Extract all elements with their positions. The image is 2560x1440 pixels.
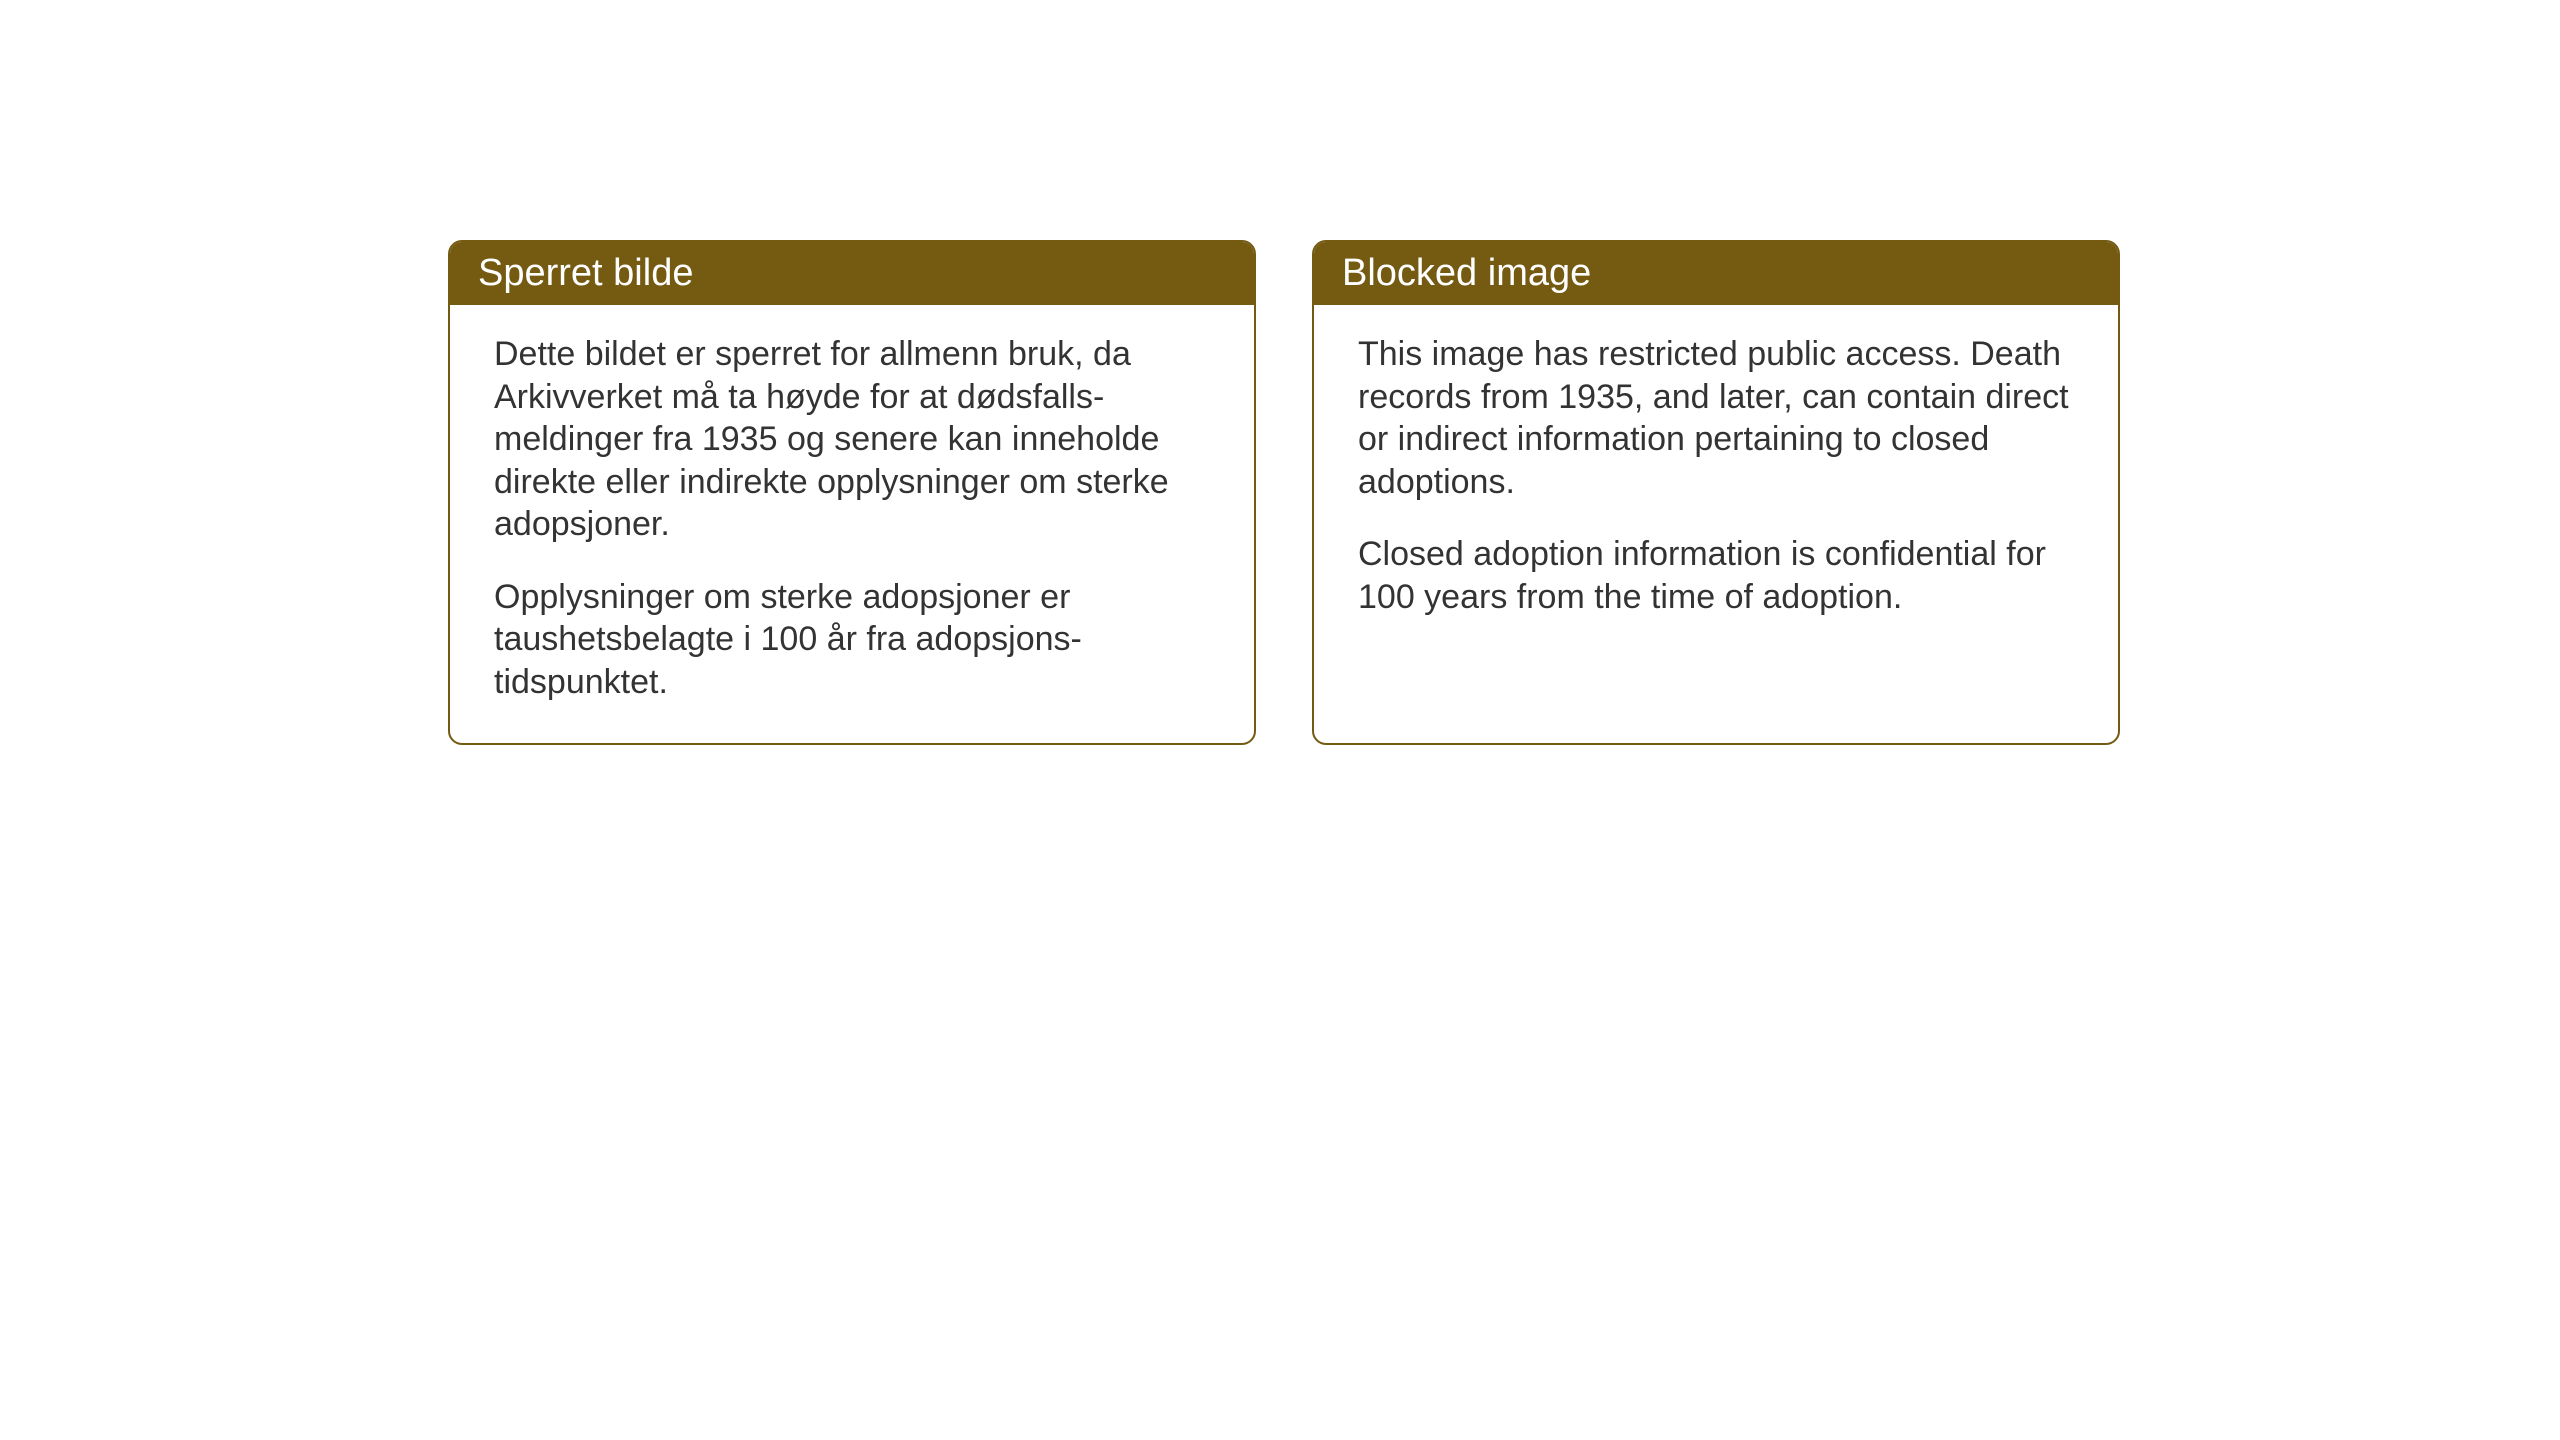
notice-card-norwegian: Sperret bilde Dette bildet er sperret fo…: [448, 240, 1256, 745]
notice-title: Blocked image: [1342, 252, 1591, 294]
notice-paragraph: This image has restricted public access.…: [1358, 333, 2074, 503]
notice-paragraph: Closed adoption information is confident…: [1358, 533, 2074, 618]
notice-container: Sperret bilde Dette bildet er sperret fo…: [448, 240, 2120, 745]
notice-header-english: Blocked image: [1314, 242, 2118, 305]
notice-body-norwegian: Dette bildet er sperret for allmenn bruk…: [450, 305, 1254, 743]
notice-body-english: This image has restricted public access.…: [1314, 305, 2118, 708]
notice-paragraph: Dette bildet er sperret for allmenn bruk…: [494, 333, 1210, 546]
notice-header-norwegian: Sperret bilde: [450, 242, 1254, 305]
notice-paragraph: Opplysninger om sterke adopsjoner er tau…: [494, 576, 1210, 704]
notice-card-english: Blocked image This image has restricted …: [1312, 240, 2120, 745]
notice-title: Sperret bilde: [478, 252, 693, 294]
